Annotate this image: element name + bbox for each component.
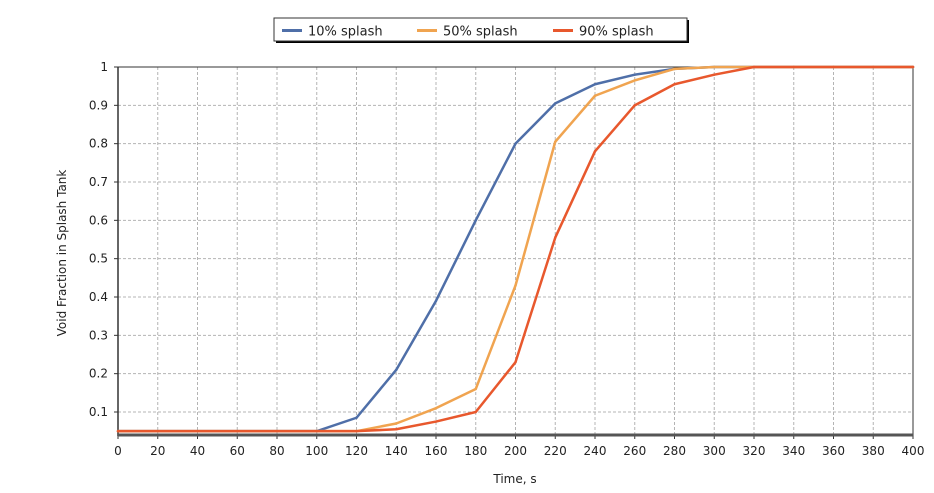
series-lines [116, 65, 915, 433]
x-tick-label: 300 [703, 444, 726, 458]
data-point [673, 67, 676, 71]
y-tick-label: 0.7 [89, 175, 108, 189]
x-tick-label: 140 [385, 444, 408, 458]
data-point [395, 428, 398, 431]
grid [118, 66, 913, 435]
y-tick-label: 0.8 [89, 137, 108, 151]
y-tick-label: 0.2 [89, 367, 108, 381]
data-point [196, 429, 199, 433]
legend-label-2: 50% splash [443, 25, 518, 40]
x-tick-label: 120 [345, 444, 368, 458]
data-point [434, 406, 438, 410]
data-point [474, 410, 477, 414]
data-point [593, 94, 597, 97]
data-point [156, 429, 159, 433]
tick-labels: 0 20 40 60 80 100 120 140 160 180 200 220 240 260 280 3… [89, 60, 925, 458]
x-tick-label: 380 [862, 444, 885, 458]
data-point [554, 236, 557, 239]
data-point [752, 65, 756, 69]
y-tick-label: 1 [100, 60, 108, 74]
x-tick-label: 280 [663, 444, 686, 458]
data-point [395, 422, 398, 425]
x-tick-label: 360 [822, 444, 845, 458]
data-point [275, 429, 279, 433]
y-axis-title: Void Fraction in Splash Tank [55, 170, 69, 337]
data-point [633, 104, 636, 107]
data-point [911, 65, 915, 69]
data-point [116, 429, 120, 433]
y-tick-label: 0.9 [89, 98, 108, 112]
x-tick-label: 320 [743, 444, 766, 458]
data-point [474, 219, 477, 222]
x-tick-label: 260 [623, 444, 646, 458]
data-point [514, 284, 517, 287]
data-point [554, 102, 557, 105]
data-point [315, 429, 318, 433]
data-point [355, 416, 358, 419]
data-point [474, 387, 477, 391]
data-point [713, 65, 716, 69]
data-point [554, 140, 557, 143]
data-point [713, 73, 716, 76]
data-point [792, 65, 795, 69]
x-axis-title: Time, s [492, 472, 536, 486]
x-tick-label: 60 [230, 444, 245, 458]
y-tick-label: 0.6 [89, 213, 108, 227]
x-tick-label: 40 [190, 444, 205, 458]
legend: 10% splash 50% splash 90% splash [273, 17, 689, 43]
data-point [395, 368, 398, 372]
data-point [872, 65, 875, 69]
legend-box [273, 17, 688, 42]
x-tick-label: 220 [544, 444, 567, 458]
x-tick-label: 20 [150, 444, 165, 458]
data-point [434, 420, 438, 423]
x-tick-label: 0 [114, 444, 122, 458]
x-tick-label: 180 [464, 444, 487, 458]
data-point [832, 65, 835, 69]
x-tick-label: 200 [504, 444, 527, 458]
x-tick-label: 80 [269, 444, 284, 458]
data-point [434, 299, 438, 303]
y-tick-label: 0.5 [89, 252, 108, 266]
y-tick-label: 0.1 [89, 405, 108, 419]
data-point [593, 150, 597, 153]
data-point [593, 83, 597, 86]
data-point [236, 429, 239, 433]
data-point [514, 142, 517, 145]
data-point [514, 360, 517, 364]
x-tick-label: 240 [584, 444, 607, 458]
data-point [673, 83, 676, 86]
legend-label-3: 90% splash [579, 25, 654, 40]
data-point [633, 79, 636, 82]
x-tick-label: 340 [782, 444, 805, 458]
y-tick-label: 0.3 [89, 328, 108, 342]
x-tick-label: 160 [425, 444, 448, 458]
x-tick-label: 100 [305, 444, 328, 458]
x-tick-label: 400 [902, 444, 925, 458]
legend-label-1: 10% splash [308, 25, 383, 40]
y-tick-label: 0.4 [89, 290, 108, 304]
data-point [633, 73, 636, 76]
data-point [355, 429, 358, 433]
